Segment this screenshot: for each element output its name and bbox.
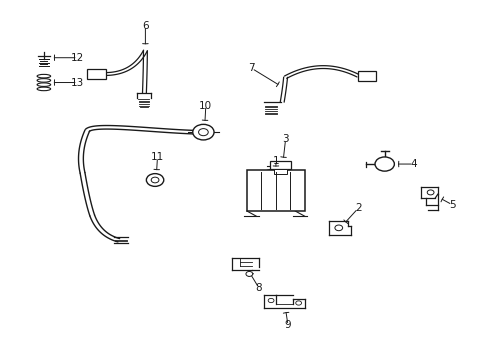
Ellipse shape [37, 75, 51, 78]
Text: 6: 6 [142, 21, 148, 31]
Ellipse shape [37, 87, 51, 91]
Circle shape [374, 157, 393, 171]
Circle shape [192, 124, 214, 140]
Text: 8: 8 [255, 283, 262, 293]
Text: 4: 4 [409, 159, 416, 169]
Bar [357, 71, 376, 81]
Text: 11: 11 [150, 152, 164, 162]
Bar [269, 161, 291, 169]
Ellipse shape [37, 83, 51, 86]
Bar [246, 170, 305, 211]
Bar [274, 169, 286, 174]
Circle shape [151, 177, 159, 183]
Circle shape [267, 298, 273, 303]
Circle shape [146, 174, 163, 186]
Circle shape [198, 129, 208, 136]
Text: 3: 3 [282, 134, 288, 144]
Text: 12: 12 [71, 53, 84, 63]
Circle shape [245, 271, 252, 276]
Text: 10: 10 [199, 100, 212, 111]
Circle shape [334, 225, 342, 231]
Text: 1: 1 [272, 156, 279, 166]
Circle shape [295, 301, 301, 305]
Text: 2: 2 [354, 203, 361, 213]
Text: 5: 5 [448, 200, 455, 210]
Text: 13: 13 [71, 77, 84, 87]
Bar [87, 69, 105, 79]
Text: 7: 7 [248, 63, 255, 73]
Circle shape [427, 190, 433, 195]
Text: 9: 9 [284, 320, 291, 330]
Ellipse shape [37, 78, 51, 82]
